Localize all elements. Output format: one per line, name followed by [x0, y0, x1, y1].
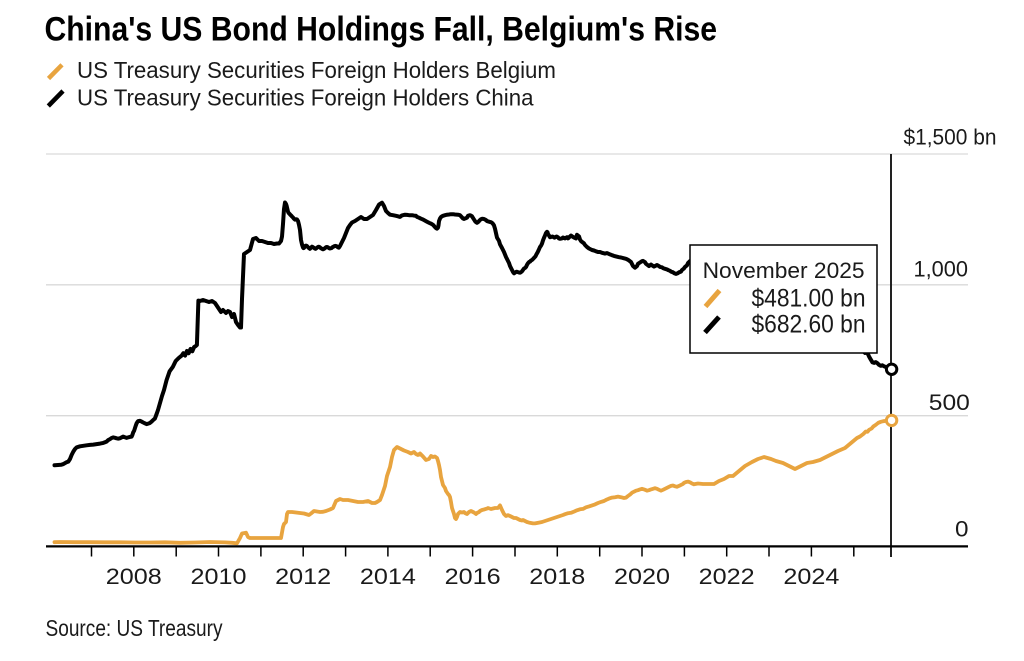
svg-text:November 2025: November 2025: [703, 258, 865, 283]
svg-text:2008: 2008: [106, 564, 162, 589]
svg-text:500: 500: [929, 390, 970, 415]
svg-text:$1,500 bn: $1,500 bn: [904, 125, 997, 150]
svg-text:2012: 2012: [275, 564, 331, 589]
svg-text:China's US Bond Holdings Fall,: China's US Bond Holdings Fall, Belgium's…: [45, 11, 718, 49]
svg-text:2022: 2022: [699, 564, 755, 589]
svg-text:2018: 2018: [529, 564, 585, 589]
svg-text:2014: 2014: [360, 564, 416, 589]
svg-text:2010: 2010: [191, 564, 247, 589]
svg-text:1,000: 1,000: [914, 256, 969, 281]
svg-text:2024: 2024: [783, 564, 839, 589]
svg-text:2016: 2016: [445, 564, 501, 589]
svg-text:$682.60 bn: $682.60 bn: [752, 312, 866, 339]
svg-text:US Treasury Securities Foreign: US Treasury Securities Foreign Holders B…: [77, 57, 556, 83]
svg-text:US Treasury Securities Foreign: US Treasury Securities Foreign Holders C…: [77, 85, 534, 111]
svg-text:2020: 2020: [614, 564, 670, 589]
svg-text:Source: US Treasury: Source: US Treasury: [46, 615, 224, 641]
svg-text:0: 0: [955, 517, 969, 542]
svg-text:$481.00 bn: $481.00 bn: [752, 286, 866, 313]
